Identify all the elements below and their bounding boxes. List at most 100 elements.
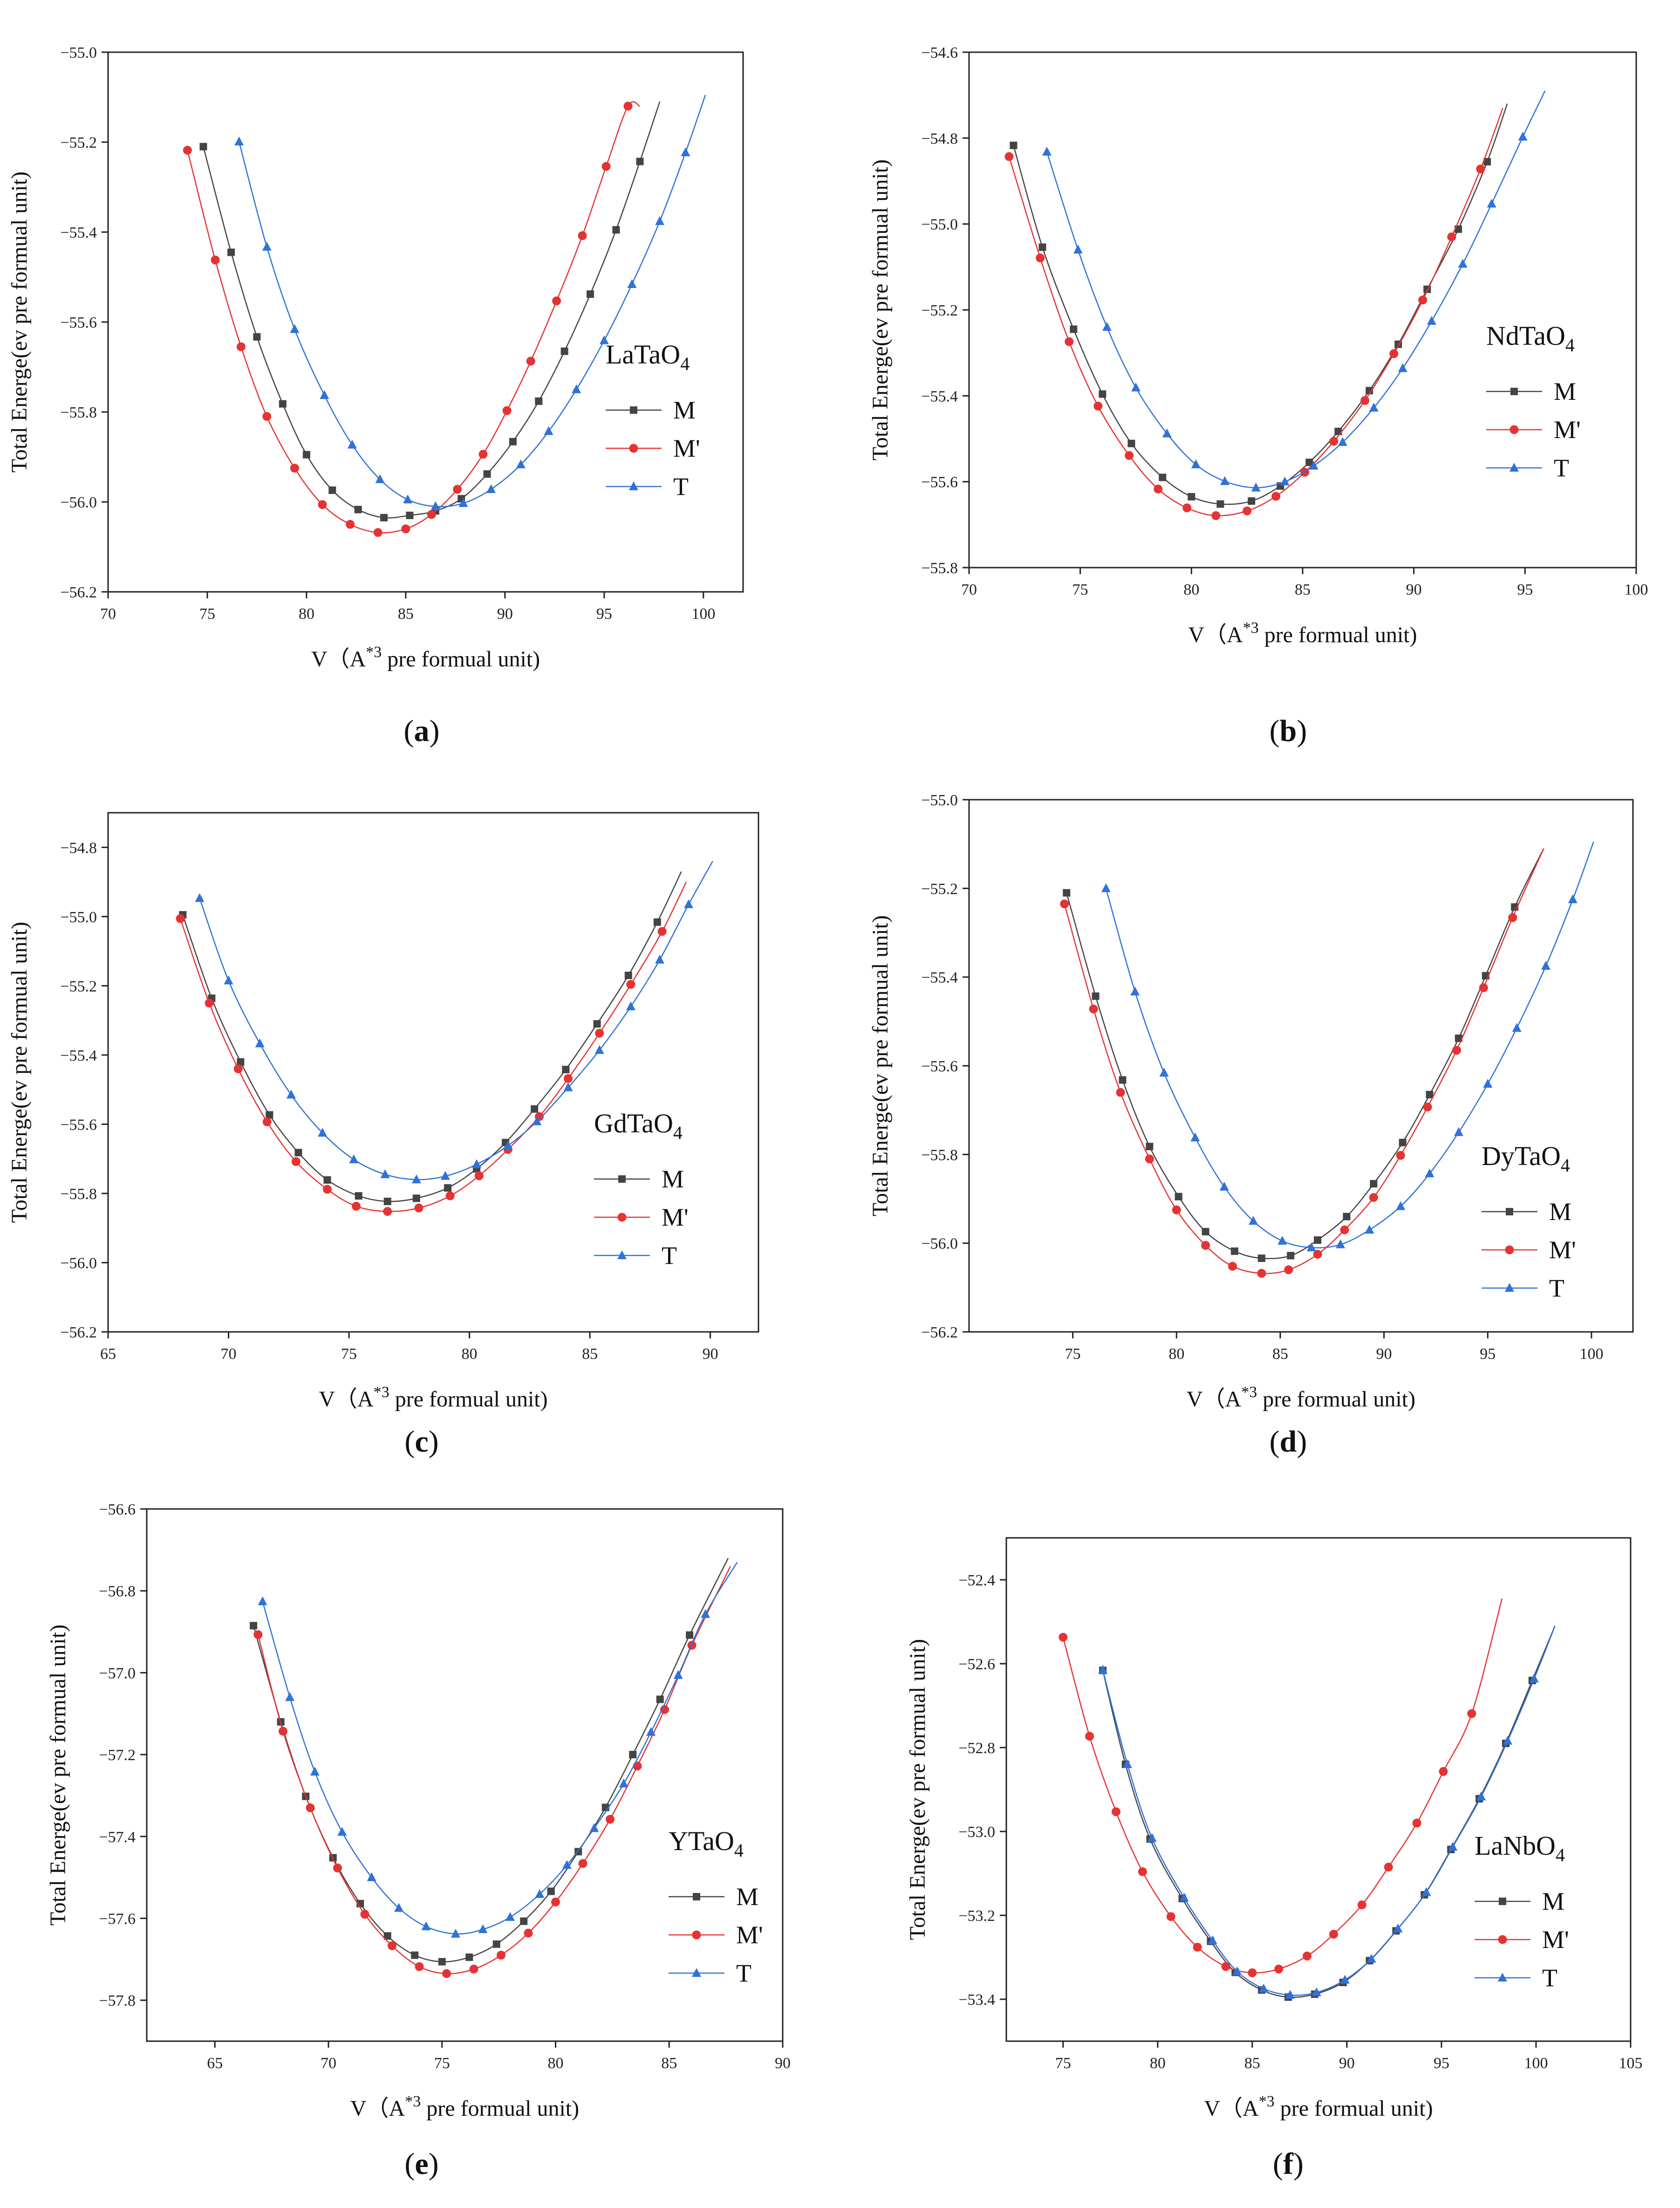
- data-point: [1487, 199, 1496, 208]
- y-tick-label: −55.0: [60, 44, 97, 62]
- data-point: [323, 1185, 332, 1194]
- series-line-0: [1066, 848, 1544, 1259]
- data-point: [646, 1727, 656, 1736]
- data-point: [1467, 1709, 1476, 1718]
- data-point: [1340, 1225, 1349, 1234]
- data-point: [285, 1692, 295, 1701]
- data-point: [562, 1066, 570, 1074]
- data-point: [486, 484, 496, 493]
- data-point: [1399, 1138, 1407, 1146]
- data-point: [306, 1803, 315, 1812]
- data-point: [355, 1192, 362, 1200]
- data-point: [636, 158, 644, 165]
- data-point: [502, 406, 512, 415]
- data-point: [474, 1171, 484, 1180]
- y-tick-label: −55.6: [921, 1058, 958, 1075]
- data-point: [333, 1863, 342, 1872]
- y-tick-label: −55.8: [60, 404, 97, 421]
- data-point: [1529, 1673, 1539, 1683]
- data-point: [1412, 1818, 1421, 1828]
- data-point: [505, 1912, 515, 1921]
- y-tick-label: −55.2: [921, 880, 958, 898]
- data-point: [1208, 1935, 1217, 1944]
- x-tick-label: 80: [462, 1345, 478, 1363]
- data-point: [1366, 1954, 1376, 1963]
- data-point: [1479, 983, 1488, 993]
- data-point: [655, 216, 665, 225]
- data-point: [1211, 511, 1221, 520]
- data-point: [686, 1631, 694, 1639]
- data-point: [629, 1751, 637, 1759]
- data-point: [258, 1596, 267, 1605]
- data-point: [1285, 1990, 1295, 1999]
- y-tick-label: −56.2: [60, 1324, 97, 1341]
- data-point: [328, 486, 336, 494]
- legend-label: M': [736, 1921, 763, 1949]
- data-point: [255, 1038, 265, 1048]
- y-axis-label: Total Energe(ev pre formual unit): [905, 1639, 930, 1940]
- data-point: [1147, 1833, 1157, 1842]
- series-line-2: [238, 95, 706, 507]
- chart-panel-f: 75 80 85 90 95 100 105 −53.4 −53.2 −53.0 −52.8 −52.…: [905, 1537, 1643, 2181]
- data-point: [250, 1622, 258, 1630]
- chart-panel-b: 70 75 80 85 90 95 100 −55.8 −55.6 −55.4 −55.2 −55.0…: [868, 44, 1648, 748]
- data-point: [1370, 1180, 1378, 1188]
- data-point: [1248, 1968, 1257, 1977]
- legend-title: LaNbO4: [1475, 1831, 1565, 1865]
- y-tick-label: −57.8: [99, 1992, 136, 2009]
- data-point: [1334, 427, 1342, 435]
- data-point: [1099, 390, 1106, 398]
- data-point: [1127, 439, 1135, 447]
- x-axis-label: V（A*3 pre formual unit): [1204, 2093, 1433, 2121]
- data-point: [1125, 451, 1134, 460]
- data-point: [1398, 363, 1407, 372]
- y-axis-label: Total Energe(ev pre formual unit): [868, 159, 893, 460]
- data-point: [1418, 295, 1427, 305]
- data-point: [367, 1872, 376, 1881]
- y-tick-label: −52.6: [958, 1656, 995, 1673]
- data-point: [1070, 325, 1078, 333]
- data-point: [1271, 492, 1281, 501]
- legend-label: M': [662, 1203, 689, 1231]
- x-tick-label: 70: [221, 1345, 237, 1363]
- data-point: [1287, 1252, 1295, 1260]
- data-point: [594, 1045, 604, 1054]
- data-point: [233, 1064, 243, 1074]
- data-point: [1452, 1046, 1461, 1055]
- data-point: [544, 426, 553, 435]
- data-point: [373, 528, 382, 537]
- x-tick-label: 80: [299, 605, 314, 623]
- data-point: [1166, 1912, 1175, 1921]
- data-point: [1518, 131, 1528, 141]
- data-point: [253, 1630, 263, 1639]
- data-point: [684, 899, 694, 908]
- data-point: [412, 1194, 420, 1202]
- data-point: [562, 1860, 572, 1869]
- data-point: [1116, 1088, 1125, 1097]
- data-point: [1182, 503, 1192, 513]
- legend-marker: [1510, 388, 1518, 395]
- series-line-0: [203, 101, 661, 519]
- data-point: [320, 390, 329, 399]
- x-tick-label: 85: [1272, 1345, 1288, 1363]
- data-point: [234, 137, 244, 146]
- data-point: [535, 397, 543, 405]
- chart-panel-c: 65 70 75 80 85 90 −56.2 −56.0 −55.8 −55.6 −55.4 −55…: [7, 812, 759, 1459]
- legend-marker: [1499, 1898, 1506, 1905]
- data-point: [1191, 459, 1201, 468]
- data-point: [599, 335, 609, 344]
- legend-label: M': [673, 434, 700, 462]
- data-point: [673, 1670, 683, 1679]
- data-point: [1131, 382, 1140, 391]
- data-point: [1508, 913, 1517, 922]
- data-point: [253, 333, 261, 341]
- series-line-1: [257, 1566, 731, 1975]
- y-tick-label: −55.6: [60, 1116, 97, 1133]
- data-point: [483, 470, 491, 478]
- data-point: [290, 324, 300, 333]
- data-point: [1483, 158, 1491, 166]
- data-point: [1122, 1759, 1132, 1768]
- data-point: [290, 464, 299, 473]
- y-tick-label: −56.0: [60, 494, 97, 511]
- x-tick-label: 80: [1183, 581, 1199, 598]
